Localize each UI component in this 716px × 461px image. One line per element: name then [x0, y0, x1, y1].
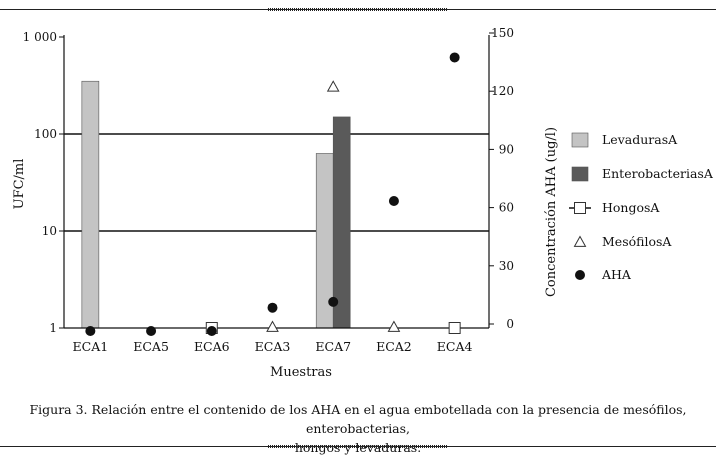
- y-tick-label: 100: [34, 127, 57, 141]
- y2-tick-label: 0: [506, 317, 514, 331]
- y2-tick-label: 60: [499, 201, 514, 215]
- marker-aha-eca5: [146, 326, 157, 336]
- bar-enterobacteriasa-eca7: [332, 116, 351, 329]
- y2-tick-label: 150: [491, 26, 514, 40]
- marker-aha-eca1: [85, 326, 96, 336]
- marker-aha-eca4: [449, 52, 460, 63]
- legend-swatch-hongos: [574, 202, 586, 214]
- marker-mesofilos-eca7: [326, 80, 340, 92]
- x-tick-label: ECA7: [315, 339, 351, 354]
- legend-swatch-mesofilos: [573, 235, 587, 247]
- x-tick-label: ECA2: [376, 339, 412, 354]
- x-tick-label: ECA6: [194, 339, 230, 354]
- x-tick-label: ECA4: [437, 339, 473, 354]
- marker-mesofilos-eca2: [387, 320, 401, 332]
- marker-hongos-eca4: [448, 322, 461, 334]
- marker-aha-eca3: [267, 302, 278, 313]
- y-tick-label: 10: [42, 224, 57, 238]
- y2-tick-label: 30: [499, 259, 514, 273]
- legend-label: AHA: [601, 267, 632, 282]
- legend-label: EnterobacteriasA: [602, 166, 714, 181]
- x-tick-label: ECA3: [255, 339, 291, 354]
- marker-mesofilos-eca3: [266, 320, 279, 332]
- marker-aha-eca6: [206, 326, 217, 336]
- legend-label: LevadurasA: [602, 132, 678, 147]
- y-tick-label: 1 000: [23, 30, 57, 44]
- figure-caption: Figura 3. Relación entre el contenido de…: [8, 400, 708, 457]
- top-ornament: [268, 8, 448, 11]
- y2-tick-label: 120: [491, 84, 514, 98]
- x-tick-label: ECA5: [133, 339, 169, 354]
- legend-label: HongosA: [602, 200, 660, 215]
- y-tick-label: 1: [49, 321, 57, 335]
- legend-label: MesófilosA: [602, 234, 672, 249]
- caption-line-1: Figura 3. Relación entre el contenido de…: [29, 402, 687, 436]
- legend-swatch-enterobacteriasa: [571, 166, 589, 182]
- bar-levadurasa-eca1: [81, 80, 100, 329]
- marker-aha-eca7: [328, 296, 339, 307]
- legend-swatch-aha: [575, 270, 585, 280]
- marker-aha-eca2: [388, 196, 399, 207]
- x-axis-label: Muestras: [270, 365, 332, 380]
- legend-swatch-levadurasa: [571, 132, 589, 148]
- y-axis-label: UFC/ml: [12, 159, 27, 210]
- y2-tick-label: 90: [499, 142, 514, 156]
- x-tick-label: ECA1: [73, 339, 109, 354]
- chart: 1 10 100 1 000 0 30 60 90 120 150 ECA1 ECA5 ECA6 ECA3…: [12, 26, 714, 380]
- bottom-ornament: [268, 445, 448, 448]
- y2-axis-label: Concentración AHA (ug/l): [544, 127, 559, 297]
